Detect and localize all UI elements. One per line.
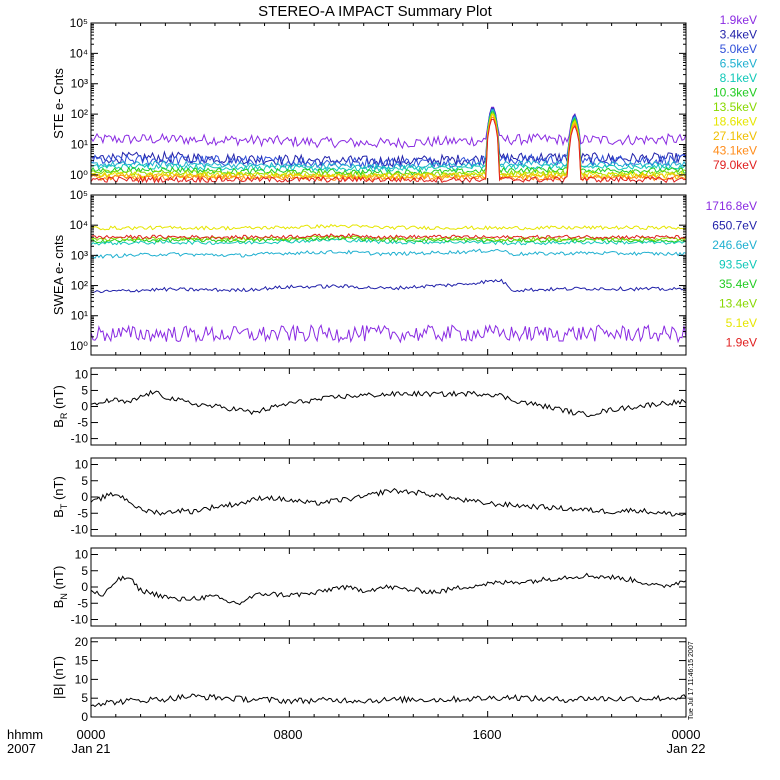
y-axis-label-unit: (nT) bbox=[51, 566, 66, 593]
y-axis-label-unit: (nT) bbox=[51, 476, 66, 503]
y-tick-label: 0 bbox=[81, 710, 88, 724]
y-axis-label: BT (nT) bbox=[51, 476, 69, 518]
y-tick-label: 10¹ bbox=[71, 309, 88, 323]
legend-entry-1.9keV: 1.9keV bbox=[720, 13, 757, 27]
panel-frame-3 bbox=[90, 457, 687, 537]
y-tick-label: 5 bbox=[81, 383, 88, 397]
legend-entry-13.4eV: 13.4eV bbox=[719, 297, 757, 311]
x-tick-label-0: 0000 bbox=[77, 727, 106, 742]
y-tick-label: 10⁵ bbox=[70, 188, 88, 202]
x-tick-label-1: 0800 bbox=[274, 727, 303, 742]
legend-entry-650.7eV: 650.7eV bbox=[712, 219, 757, 233]
legend-entry-35.4eV: 35.4eV bbox=[719, 277, 757, 291]
x-label-hhmm: hhmm bbox=[7, 727, 43, 742]
y-axis-label: BR (nT) bbox=[51, 385, 69, 428]
series-line-|B| bbox=[90, 693, 687, 708]
legend-entry-6.5keV: 6.5keV bbox=[720, 57, 757, 71]
series-line-B_R bbox=[90, 389, 687, 418]
y-axis-label: BN (nT) bbox=[51, 566, 69, 609]
y-tick-label: 10⁰ bbox=[70, 168, 88, 182]
y-tick-label: 10⁰ bbox=[70, 339, 88, 353]
y-tick-label: 10² bbox=[71, 279, 88, 293]
x-tick-label-3: 0000 bbox=[672, 727, 701, 742]
y-tick-label: 10³ bbox=[71, 77, 88, 91]
legend-entry-43.1keV: 43.1keV bbox=[713, 144, 757, 158]
y-tick-label: -10 bbox=[71, 523, 89, 537]
y-tick-label: -5 bbox=[77, 416, 88, 430]
series-line-8.1keV bbox=[90, 110, 687, 173]
x-tick-label-2: 1600 bbox=[473, 727, 502, 742]
series-line-5.1eV bbox=[90, 223, 687, 231]
legend-entry-18.6keV: 18.6keV bbox=[713, 115, 757, 129]
legend-entry-8.1keV: 8.1keV bbox=[720, 71, 757, 85]
y-axis-label-subscript: N bbox=[59, 593, 69, 600]
legend-entry-1716.8eV: 1716.8eV bbox=[706, 199, 757, 213]
y-tick-label: 10⁴ bbox=[69, 46, 88, 60]
y-tick-label: 10 bbox=[75, 458, 89, 472]
y-axis-label-unit: (nT) bbox=[51, 385, 66, 412]
panel-frame-5 bbox=[90, 637, 687, 718]
legend-entry-5.1eV: 5.1eV bbox=[726, 316, 757, 330]
x-date-label-3: Jan 22 bbox=[666, 741, 705, 756]
y-axis-label-subscript: T bbox=[59, 503, 69, 509]
y-tick-label: 5 bbox=[81, 564, 88, 578]
y-tick-label: 0 bbox=[81, 490, 88, 504]
timestamp: Tue Jul 17 11:46:15 2007 bbox=[688, 641, 695, 720]
y-tick-label: -10 bbox=[71, 613, 89, 627]
series-line-93.5eV bbox=[90, 238, 687, 246]
legend-entry-5.0keV: 5.0keV bbox=[720, 42, 757, 56]
legend-entry-79.0keV: 79.0keV bbox=[713, 158, 757, 172]
x-date-label-0: Jan 21 bbox=[71, 741, 110, 756]
legend-entry-13.5keV: 13.5keV bbox=[713, 100, 757, 114]
legend-entry-10.3keV: 10.3keV bbox=[713, 86, 757, 100]
y-axis-label: SWEA e- cnts bbox=[51, 234, 66, 315]
series-line-B_T bbox=[90, 487, 687, 517]
legend-entry-3.4keV: 3.4keV bbox=[720, 28, 757, 42]
y-tick-label: 10³ bbox=[71, 248, 88, 262]
panel-frame-2 bbox=[90, 367, 687, 446]
panel-frame-4 bbox=[90, 547, 687, 627]
panel-4: -10 -5 0 5 10 BN (nT) bbox=[51, 547, 687, 627]
y-tick-label: 10 bbox=[75, 367, 89, 381]
y-tick-label: 0 bbox=[81, 400, 88, 414]
x-axis-footer: hhmm 2007 0000 0800 1600 0000 Jan 21 Jan… bbox=[7, 641, 706, 756]
y-tick-label: -10 bbox=[71, 432, 89, 446]
y-tick-label: 10 bbox=[75, 672, 89, 686]
y-tick-label: 10¹ bbox=[71, 137, 88, 151]
panel-3: -10 -5 0 5 10 BT (nT) bbox=[51, 457, 687, 537]
y-tick-label: 10⁵ bbox=[70, 16, 88, 30]
legend-entry-1.9eV: 1.9eV bbox=[726, 336, 757, 350]
y-tick-label: 10⁴ bbox=[69, 218, 88, 232]
legend-entry-27.1keV: 27.1keV bbox=[713, 129, 757, 143]
series-line-1.9eV bbox=[90, 233, 687, 240]
panel-2: -10 -5 0 5 10 BR (nT) bbox=[51, 367, 687, 446]
panel-5: 0 5 10 15 20 |B| (nT) bbox=[51, 635, 687, 724]
y-axis-label-subscript: R bbox=[59, 412, 69, 419]
y-tick-label: 5 bbox=[81, 474, 88, 488]
y-tick-label: 5 bbox=[81, 691, 88, 705]
y-axis-label: STE e- Cnts bbox=[51, 68, 66, 139]
legend-entry-246.6eV: 246.6eV bbox=[712, 238, 757, 252]
series-line-1.9keV bbox=[90, 106, 687, 150]
y-tick-label: 0 bbox=[81, 580, 88, 594]
panel-1: 10⁰ 10¹ 10² 10³ 10⁴ 10⁵ SWEA e- cnts 1716.8eV 65… bbox=[51, 188, 757, 356]
series-line-B_N bbox=[90, 572, 687, 606]
y-tick-label: -5 bbox=[77, 596, 88, 610]
y-axis-label: |B| (nT) bbox=[51, 656, 66, 699]
y-tick-label: 10 bbox=[75, 548, 89, 562]
x-label-year: 2007 bbox=[7, 741, 36, 756]
y-tick-label: 10² bbox=[71, 107, 88, 121]
series-line-1716.8eV bbox=[90, 324, 687, 344]
y-tick-label: -5 bbox=[77, 506, 88, 520]
panels-group: 10⁰ 10¹ 10² 10³ 10⁴ 10⁵ STE e- Cnts 1.9keV3.4ke… bbox=[51, 13, 757, 724]
y-tick-label: 20 bbox=[75, 635, 89, 649]
panel-0: 10⁰ 10¹ 10² 10³ 10⁴ 10⁵ STE e- Cnts 1.9keV3.4ke… bbox=[51, 13, 757, 185]
legend-entry-93.5eV: 93.5eV bbox=[719, 258, 757, 272]
series-line-650.7eV bbox=[90, 278, 687, 294]
series-line-246.6eV bbox=[90, 248, 687, 259]
plot-title: STEREO-A IMPACT Summary Plot bbox=[258, 3, 492, 20]
y-tick-label: 15 bbox=[75, 654, 89, 668]
